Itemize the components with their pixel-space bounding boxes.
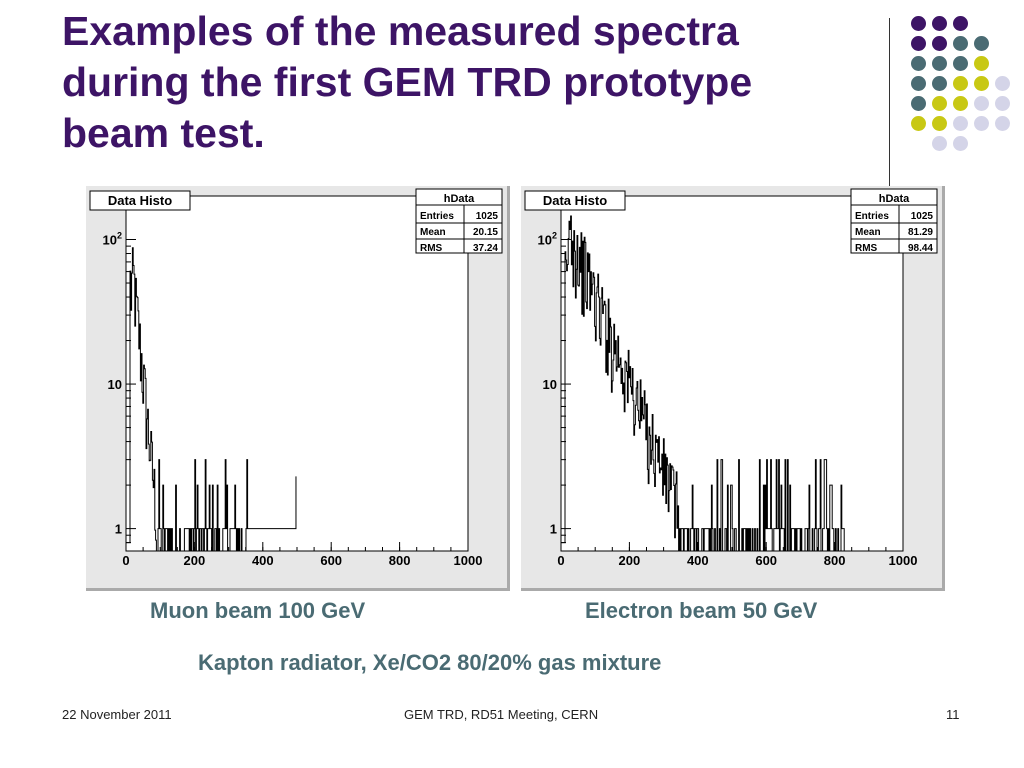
decorative-dot: [932, 116, 947, 131]
x-tick-label: 600: [755, 553, 777, 568]
x-tick-label: 0: [122, 553, 129, 568]
decorative-dot: [911, 96, 926, 111]
decorative-dot: [995, 116, 1010, 131]
decorative-dot: [911, 56, 926, 71]
x-tick-label: 200: [184, 553, 206, 568]
histogram-title: Data Histo: [108, 193, 172, 208]
y-tick-label: 102: [538, 231, 557, 248]
decorative-divider-line: [889, 18, 890, 186]
x-tick-label: 800: [824, 553, 846, 568]
x-tick-label: 400: [687, 553, 709, 568]
electron-caption: Electron beam 50 GeV: [585, 598, 818, 623]
x-tick-label: 200: [619, 553, 641, 568]
decorative-dot: [953, 56, 968, 71]
decorative-dot: [953, 36, 968, 51]
footer-date: 22 November 2011: [62, 707, 172, 722]
decorative-dot: [911, 116, 926, 131]
title-line-2: during the first GEM TRD prototype: [62, 59, 753, 105]
histogram-line: [125, 247, 297, 552]
decorative-dot: [932, 136, 947, 151]
muon-caption: Muon beam 100 GeV: [150, 598, 366, 623]
x-tick-label: 1000: [889, 553, 918, 568]
electron-histogram-panel: 0 200 400 600 800 1000 1 10 102 Data Histo hData En…: [521, 186, 945, 591]
histogram-title-box: Data Histo: [89, 190, 191, 211]
decorative-dot: [953, 76, 968, 91]
stats-box: hData Entries 1025 Mean 20.15 RMS 37.24: [415, 188, 503, 254]
stats-value: 98.44: [908, 243, 933, 254]
footer-center-text: GEM TRD, RD51 Meeting, CERN: [404, 707, 599, 722]
title-box-frame: [524, 190, 626, 211]
title-line-1: Examples of the measured spectra: [62, 8, 739, 54]
decorative-dot: [974, 56, 989, 71]
decorative-dot: [953, 136, 968, 151]
decorative-dot: [974, 96, 989, 111]
decorative-dot: [953, 96, 968, 111]
stats-label: Entries: [855, 211, 889, 222]
x-tick-label: 400: [252, 553, 274, 568]
histogram-line: [560, 215, 845, 552]
decorative-dot: [953, 16, 968, 31]
experiment-subtitle: Kapton radiator, Xe/CO2 80/20% gas mixtu…: [198, 650, 662, 675]
stats-frame: [850, 188, 938, 254]
plot-frame: [125, 195, 469, 552]
stats-label: Mean: [420, 227, 446, 238]
decorative-dot: [953, 116, 968, 131]
stats-name: hData: [444, 193, 475, 205]
decorative-dot: [911, 76, 926, 91]
histogram-bars: [560, 215, 845, 552]
muon-histogram-panel: 0 200 400 600 800 1000 1 10 102 Data Histo hData En…: [86, 186, 510, 591]
slide-title: Examples of the measured spectra during …: [62, 6, 862, 159]
decorative-dot: [995, 96, 1010, 111]
stats-value: 1025: [476, 211, 499, 222]
stats-value: 81.29: [908, 227, 933, 238]
slide-number: 11: [946, 707, 960, 722]
stats-box: hData Entries 1025 Mean 81.29 RMS 98.44: [850, 188, 938, 254]
x-tick-label: 800: [389, 553, 411, 568]
decorative-dot: [911, 36, 926, 51]
stats-label: RMS: [420, 243, 443, 254]
stats-label: Entries: [420, 211, 454, 222]
histogram-title: Data Histo: [543, 193, 607, 208]
muon-histogram-chart: 0 200 400 600 800 1000 1 10 102 Data Histo hData En…: [89, 188, 503, 568]
y-tick-label: 1: [550, 522, 557, 537]
decorative-dot: [974, 36, 989, 51]
x-tick-label: 600: [320, 553, 342, 568]
y-tick-label: 10: [543, 377, 557, 392]
decorative-dot: [932, 16, 947, 31]
decorative-dot: [974, 76, 989, 91]
stats-value: 37.24: [473, 243, 498, 254]
stats-value: 1025: [911, 211, 934, 222]
title-box-frame: [89, 190, 191, 211]
y-tick-label: 10: [108, 377, 122, 392]
decorative-dot: [974, 116, 989, 131]
x-tick-label: 1000: [454, 553, 483, 568]
histogram-title-box: Data Histo: [524, 190, 626, 211]
decorative-dot: [932, 36, 947, 51]
y-tick-label: 1: [115, 522, 122, 537]
stats-value: 20.15: [473, 227, 498, 238]
electron-histogram-chart: 0 200 400 600 800 1000 1 10 102 Data Histo hData En…: [524, 188, 938, 568]
stats-label: Mean: [855, 227, 881, 238]
decorative-dot: [932, 76, 947, 91]
decorative-dot: [932, 96, 947, 111]
title-line-3: beam test.: [62, 110, 265, 156]
decorative-dot: [995, 76, 1010, 91]
stats-label: RMS: [855, 243, 878, 254]
stats-frame: [415, 188, 503, 254]
stats-name: hData: [879, 193, 910, 205]
decorative-dot: [911, 16, 926, 31]
y-tick-label: 102: [103, 231, 122, 248]
histogram-bars: [125, 247, 297, 552]
decorative-dot: [932, 56, 947, 71]
x-tick-label: 0: [557, 553, 564, 568]
